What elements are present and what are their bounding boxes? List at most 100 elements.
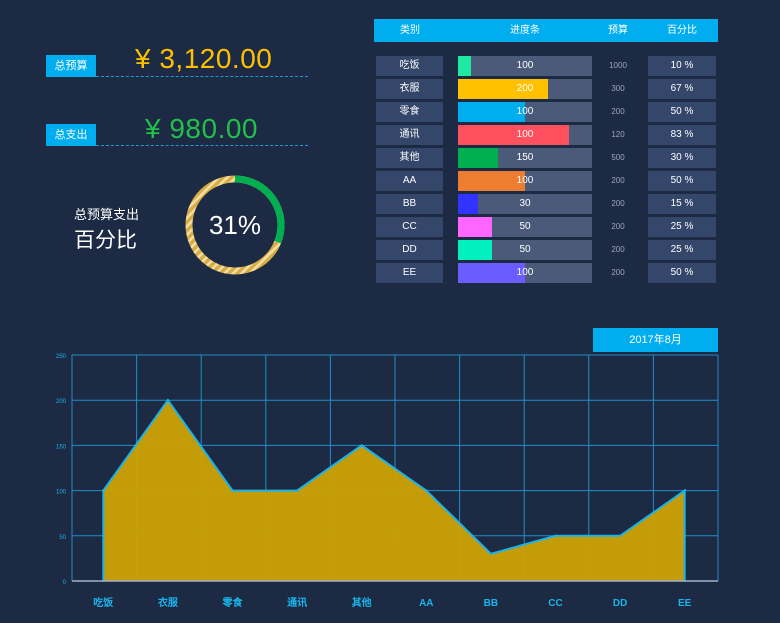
percent-cell: 50 % [648,263,716,283]
total-budget-label: 总预算 [46,55,96,77]
x-tick-label: 通讯 [287,596,307,609]
data-point [425,489,428,492]
progress-value: 100 [516,106,534,117]
x-tick-label: AA [419,598,433,609]
budget-value: 200 [611,176,625,185]
progress-bar: 50 [458,240,592,260]
ratio-ring-progress [185,175,285,275]
budget-value: 120 [611,130,625,139]
y-tick-label: 150 [56,444,67,450]
total-budget-value: ¥ 3,120.00 [135,43,273,74]
ratio-label-line2: 百分比 [74,229,137,252]
budget-value: 1000 [609,61,627,70]
progress-value: 50 [519,221,531,232]
budget-value: 200 [611,222,625,231]
category-cell: 吃饭 [376,56,443,76]
x-tick-label: 吃饭 [93,596,113,609]
data-point [295,489,299,492]
budget-value: 300 [611,84,625,93]
progress-bar: 100 [458,102,592,122]
percent-cell: 10 % [648,56,716,76]
percent-cell: 25 % [648,240,716,260]
category-cell: 衣服 [376,79,443,99]
progress-bar: 50 [458,217,592,237]
progress-value: 100 [516,60,534,71]
progress-fill [458,56,472,76]
progress-value: 200 [516,83,534,94]
data-point [102,489,105,492]
percent-cell: 50 % [648,171,716,191]
month-label: 2017年8月 [593,328,718,352]
data-point [618,534,622,537]
progress-bar: 100 [458,125,592,145]
category-cell: DD [376,240,443,260]
progress-bar: 100 [458,171,592,191]
progress-value: 150 [516,152,534,163]
budget-underline [96,76,308,77]
progress-bar: 30 [458,194,592,214]
area-outline [102,398,686,581]
progress-fill [458,171,525,191]
progress-bar: 100 [458,263,592,283]
budget-value: 500 [611,153,625,162]
percent-cell: 83 % [648,125,716,145]
area-series [103,400,685,581]
ratio-label-line1: 总预算支出 [74,207,140,222]
y-tick-label: 200 [56,399,67,405]
progress-fill [458,102,525,122]
progress-value: 100 [516,129,534,140]
progress-fill [458,148,499,168]
data-point [489,552,493,556]
data-point [231,489,234,492]
category-cell: CC [376,217,443,237]
x-tick-label: CC [548,598,562,609]
progress-fill [458,263,525,283]
progress-value: 100 [516,175,534,186]
percent-cell: 50 % [648,102,716,122]
y-tick-label: 100 [56,490,67,496]
progress-bar: 150 [458,148,592,168]
ratio-ring: 31% [185,175,285,275]
percent-cell: 67 % [648,79,716,99]
budget-value: 200 [611,107,625,116]
data-point [360,444,363,447]
progress-value: 100 [516,267,534,278]
header-category: 类别 [400,25,420,36]
percent-cell: 30 % [648,148,716,168]
progress-fill [458,125,570,145]
budget-value: 200 [611,199,625,208]
budget-value: 200 [611,245,625,254]
percent-cell: 25 % [648,217,716,237]
progress-fill [458,79,548,99]
category-cell: BB [376,194,443,214]
budget-value: 200 [611,268,625,277]
header-percent: 百分比 [667,25,697,36]
progress-bar: 200 [458,79,592,99]
x-tick-label: 零食 [222,596,244,609]
header-budget: 预算 [608,25,628,36]
data-point [166,399,170,402]
x-tick-label: 衣服 [158,596,179,609]
progress-fill [458,240,492,260]
data-point [683,489,686,492]
category-cell: 通讯 [376,125,443,145]
category-cell: 其他 [376,148,443,168]
expense-underline [96,145,308,146]
progress-value: 50 [519,244,531,255]
category-cell: 零食 [376,102,443,122]
y-tick-label: 0 [63,580,67,586]
table-header: 类别 进度条 预算 百分比 [374,19,718,42]
total-expense-value: ¥ 980.00 [145,113,258,144]
progress-value: 30 [519,198,531,209]
y-tick-label: 50 [59,535,66,541]
x-tick-label: DD [613,598,627,609]
category-cell: EE [376,263,443,283]
percent-cell: 15 % [648,194,716,214]
y-tick-label: 250 [56,354,67,360]
progress-fill [458,217,492,237]
x-tick-label: EE [678,598,692,609]
progress-fill [458,194,479,214]
total-expense-label: 总支出 [46,124,96,146]
header-progress: 进度条 [510,25,540,36]
x-tick-label: BB [484,598,498,609]
